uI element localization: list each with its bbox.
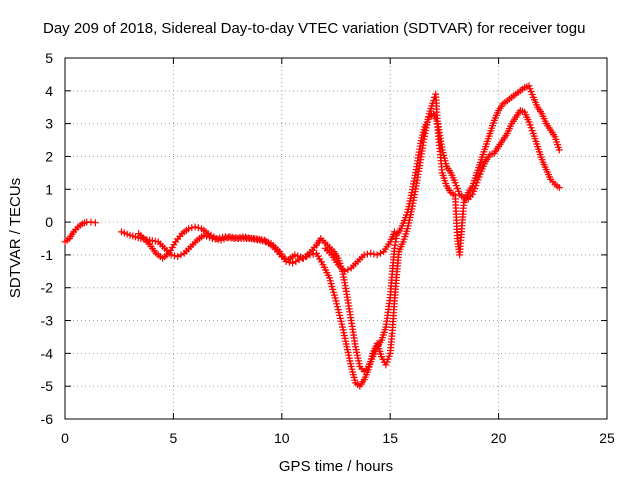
- data-point-marker: [376, 249, 384, 257]
- data-point-marker: [91, 219, 99, 227]
- x-tick-label: 5: [170, 430, 178, 446]
- data-point-marker: [191, 223, 199, 231]
- y-tick-labels: -6 -5 -4 -3 -2 -1 0 1 2 3 4 5: [41, 50, 54, 427]
- series-layer: [61, 82, 563, 390]
- y-tick-label: -6: [41, 411, 54, 427]
- y-tick-label: -3: [41, 313, 54, 329]
- y-tick-label: 2: [45, 148, 53, 164]
- x-tick-label: 10: [274, 430, 290, 446]
- data-point-marker: [555, 184, 563, 192]
- data-point-marker: [555, 146, 563, 154]
- chart-title: Day 209 of 2018, Sidereal Day-to-day VTE…: [43, 20, 585, 37]
- data-point-marker: [360, 251, 368, 259]
- x-tick-label: 25: [599, 430, 615, 446]
- y-tick-label: -5: [41, 378, 54, 394]
- data-point-marker: [391, 228, 398, 236]
- data-point-marker: [171, 252, 178, 260]
- y-tick-label: 5: [45, 50, 53, 66]
- y-axis-label: SDTVAR / TECUs: [7, 178, 24, 298]
- y-tick-label: 0: [45, 214, 53, 230]
- data-point-marker: [174, 253, 182, 260]
- y-tick-label: 1: [45, 181, 53, 197]
- data-point-marker: [370, 250, 378, 258]
- data-point-marker: [344, 266, 352, 274]
- y-tick-label: -4: [41, 345, 54, 361]
- data-point-marker: [367, 249, 375, 257]
- data-point-marker: [194, 224, 202, 232]
- data-point-marker: [303, 253, 311, 261]
- data-point-marker: [188, 224, 196, 232]
- y-tick-label: 4: [45, 83, 53, 99]
- data-point-marker: [292, 258, 300, 265]
- data-point-marker: [363, 250, 371, 258]
- data-point-marker: [373, 251, 381, 259]
- x-tick-labels: 0 5 10 15 20 25: [61, 430, 615, 446]
- data-point-marker: [300, 254, 307, 262]
- x-tick-label: 0: [61, 430, 69, 446]
- axis-ticks: [64, 57, 608, 420]
- data-point-marker: [341, 267, 349, 275]
- y-tick-label: 3: [45, 116, 53, 132]
- data-point-marker: [309, 250, 317, 258]
- series-tracks-b: [135, 82, 563, 390]
- x-tick-label: 15: [382, 430, 398, 446]
- y-tick-label: -1: [41, 247, 54, 263]
- x-tick-label: 20: [491, 430, 507, 446]
- data-point-marker: [278, 253, 286, 260]
- data-point-marker: [306, 251, 314, 259]
- data-point-marker: [289, 259, 297, 267]
- x-axis-label: GPS time / hours: [279, 458, 393, 475]
- y-tick-label: -2: [41, 280, 54, 296]
- data-point-marker: [336, 311, 344, 319]
- data-point-marker: [177, 251, 185, 259]
- data-point-marker: [185, 225, 193, 233]
